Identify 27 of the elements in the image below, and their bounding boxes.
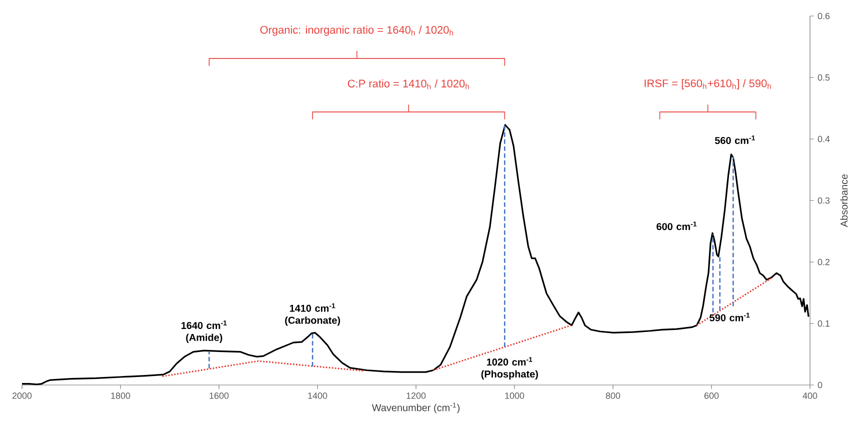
y-tick-label: 0.4 — [818, 136, 830, 142]
annotation: 1410 cm$^{-1}$ (Carbonate) — [285, 303, 340, 326]
x-tick-label: 1200 — [406, 392, 426, 399]
annotation: C:P ratio = 1410$_{h}$ / 1020$_{h}$ — [348, 79, 469, 90]
annotation: Organic: inorganic ratio = 1640$_{h}$ / 1020$_{h}$ — [260, 26, 454, 36]
x-axis-title: Wavenumber (cm$^{-1}$) — [372, 402, 460, 414]
y-tick-label: 0.3 — [818, 197, 830, 204]
annotation: 600 cm$^{-1}$ — [656, 222, 697, 230]
annotation: 590 cm$^{-1}$ — [710, 312, 750, 322]
y-axis-title: Absorbance — [840, 174, 848, 228]
x-tick-label: 1400 — [308, 392, 328, 399]
x-tick-label: 1600 — [210, 392, 229, 399]
annotation: 1640 cm$^{-1}$ (Amide) — [181, 320, 227, 343]
y-tick-label: 0.5 — [818, 74, 830, 81]
x-tick-label: 800 — [606, 392, 620, 399]
annotation: 1020 cm$^{-1}$ (Phosphate) — [481, 357, 538, 380]
x-tick-label: 1000 — [505, 392, 524, 399]
annotation: IRSF = [560$_{h}$+610$_{h}$] / 590$_{h}$ — [644, 79, 771, 90]
y-tick-label: 0.6 — [818, 12, 830, 20]
y-tick-label: 0 — [818, 382, 822, 388]
x-tick-label: 1800 — [111, 392, 130, 399]
annotation: 560 cm$^{-1}$ — [714, 136, 755, 144]
x-tick-label: 400 — [802, 392, 818, 399]
y-tick-label: 0.1 — [818, 320, 830, 327]
y-tick-label: 0.2 — [818, 258, 830, 266]
x-tick-label: 2000 — [12, 392, 32, 399]
x-tick-label: 600 — [704, 392, 719, 399]
